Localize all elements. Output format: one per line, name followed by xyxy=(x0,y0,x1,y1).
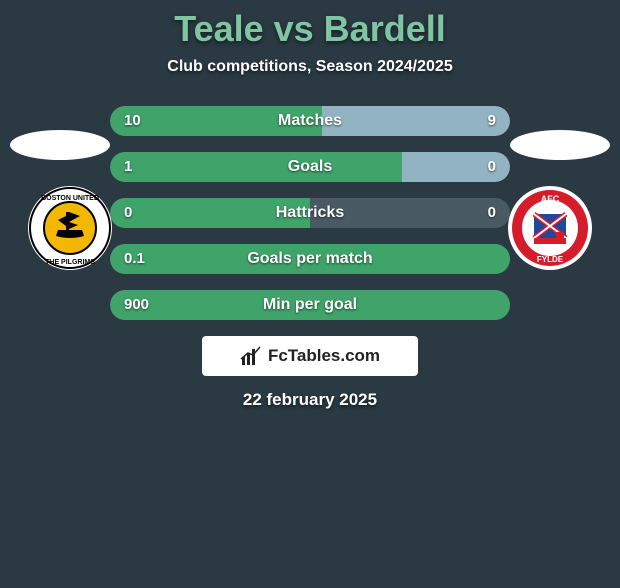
oval-right xyxy=(510,130,610,160)
svg-text:THE PILGRIMS: THE PILGRIMS xyxy=(45,259,95,266)
chart-icon xyxy=(240,345,262,367)
brand-box[interactable]: FcTables.com xyxy=(202,336,418,376)
stat-value-left: 0.1 xyxy=(124,244,145,274)
stat-label: Matches xyxy=(110,106,510,136)
page-title: Teale vs Bardell xyxy=(0,8,620,50)
stat-row: Min per goal900 xyxy=(110,290,510,320)
oval-left xyxy=(10,130,110,160)
stat-label: Goals per match xyxy=(110,244,510,274)
team-crest-right: AFC FYLDE xyxy=(508,186,592,270)
stat-value-left: 0 xyxy=(124,198,132,228)
boston-united-crest-icon: BOSTON UNITED THE PILGRIMS xyxy=(28,186,112,270)
stat-label: Min per goal xyxy=(110,290,510,320)
stat-label: Goals xyxy=(110,152,510,182)
afc-fylde-crest-icon: AFC FYLDE xyxy=(508,186,592,270)
stat-value-left: 1 xyxy=(124,152,132,182)
stat-value-right: 0 xyxy=(488,198,496,228)
date-label: 22 february 2025 xyxy=(0,390,620,410)
team-crest-left: BOSTON UNITED THE PILGRIMS xyxy=(28,186,112,270)
stats-list: Matches109Goals10Hattricks00Goals per ma… xyxy=(110,106,510,320)
stat-row: Goals per match0.1 xyxy=(110,244,510,274)
svg-text:AFC: AFC xyxy=(541,194,560,204)
stat-value-left: 900 xyxy=(124,290,149,320)
svg-text:BOSTON UNITED: BOSTON UNITED xyxy=(41,195,99,202)
subtitle: Club competitions, Season 2024/2025 xyxy=(0,58,620,76)
brand-label: FcTables.com xyxy=(268,346,380,366)
svg-text:FYLDE: FYLDE xyxy=(537,255,564,264)
stat-row: Matches10 9 xyxy=(110,106,510,136)
stat-value-right: 0 xyxy=(488,152,496,182)
stat-value-left: 10 xyxy=(124,106,141,136)
stat-row: Goals1 0 xyxy=(110,152,510,182)
stat-row: Hattricks0 0 xyxy=(110,198,510,228)
stat-value-right: 9 xyxy=(488,106,496,136)
stat-label: Hattricks xyxy=(110,198,510,228)
